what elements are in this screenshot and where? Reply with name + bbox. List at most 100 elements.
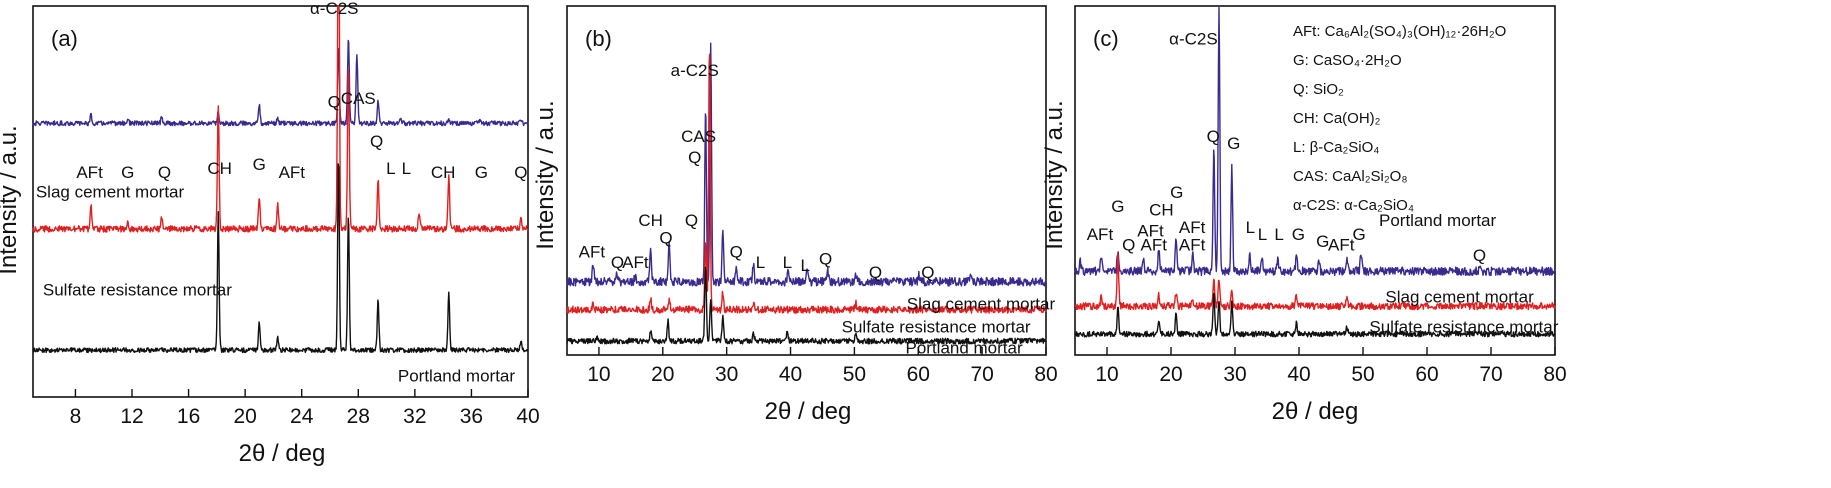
peak-label: α-C2S — [1169, 29, 1218, 48]
series-line-portland-mortar — [566, 266, 1047, 345]
peak-label: α-C2S — [310, 0, 359, 18]
peak-label: CH — [638, 211, 663, 230]
y-axis-title: Intensity / a.u. — [532, 100, 559, 249]
series-name-label: Portland mortar — [398, 366, 515, 385]
x-tick-label: 30 — [715, 363, 738, 386]
series-line-sulfate-resistance-mortar — [566, 53, 1047, 314]
x-axis-title: 2θ / deg — [765, 398, 852, 425]
peak-label: AFt — [1137, 221, 1164, 240]
peak-label: AFt — [622, 253, 649, 272]
series-line-slag-cement-mortar — [1074, 253, 1556, 311]
peak-label: L — [1246, 218, 1255, 237]
peak-label: Q — [1122, 235, 1135, 254]
peak-label: G — [475, 163, 488, 182]
series-line-portland-mortar — [32, 163, 529, 354]
peak-label: a-C2S — [671, 61, 719, 80]
peak-label: CH — [1149, 200, 1174, 219]
series-name-label: Portland mortar — [905, 338, 1022, 357]
peak-label: L — [1274, 225, 1283, 244]
legend-entry: AFt: Ca₆Al₂(SO₄)₃(OH)₁₂·26H₂O — [1293, 23, 1506, 40]
peak-label: G — [1353, 225, 1366, 244]
x-tick-label: 40 — [1287, 363, 1310, 386]
peak-label: G — [1316, 232, 1329, 251]
x-tick-label: 10 — [1095, 363, 1118, 386]
peak-label: Q — [370, 132, 383, 151]
peak-label: L — [386, 159, 395, 178]
panel-label: (c) — [1093, 26, 1119, 51]
x-tick-label: 28 — [347, 405, 370, 428]
x-tick-label: 10 — [587, 363, 610, 386]
x-tick-label: 60 — [1415, 363, 1438, 386]
y-axis-title: Intensity / a.u. — [1041, 100, 1068, 249]
y-axis-title: Intensity / a.u. — [0, 125, 22, 274]
series-name-label: Sulfate resistance mortar — [842, 318, 1031, 337]
peak-label: Q — [685, 211, 698, 230]
peak-label: Q — [328, 93, 341, 112]
legend-entry: Q: SiO₂ — [1293, 81, 1344, 98]
peak-label: AFt — [1087, 225, 1114, 244]
legend-entry: CH: Ca(OH)₂ — [1293, 110, 1381, 127]
peak-label: L — [756, 253, 765, 272]
x-tick-label: 30 — [1223, 363, 1246, 386]
plot-frame — [1074, 5, 1556, 356]
peak-label: Q — [730, 242, 743, 261]
x-axis-title: 2θ / deg — [1272, 398, 1359, 425]
peak-label: G — [1170, 183, 1183, 202]
peak-label: L — [1258, 225, 1267, 244]
x-tick-label: 8 — [70, 405, 82, 428]
x-tick-label: 40 — [779, 363, 802, 386]
peak-label: AFt — [76, 163, 103, 182]
peak-label: G — [1292, 225, 1305, 244]
x-tick-label: 20 — [651, 363, 674, 386]
peak-label: AFt — [279, 163, 306, 182]
x-tick-label: 50 — [1351, 363, 1374, 386]
series-line-sulfate-resistance-mortar — [32, 5, 529, 233]
plot-frame — [32, 5, 529, 398]
peak-label: Q — [659, 228, 672, 247]
series-name-label: Slag cement mortar — [1385, 288, 1534, 307]
x-tick-label: 80 — [1034, 363, 1057, 386]
x-tick-label: 60 — [907, 363, 930, 386]
x-tick-label: 20 — [233, 405, 256, 428]
peak-label: AFt — [1140, 235, 1167, 254]
phase-legend: AFt: Ca₆Al₂(SO₄)₃(OH)₁₂·26H₂O G: CaSO₄·2H… — [1293, 23, 1506, 214]
series-line-portland-mortar — [1074, 6, 1556, 277]
legend-entry: α-C2S: α-Ca₂SiO₄ — [1293, 197, 1414, 214]
x-axis-title: 2θ / deg — [239, 440, 326, 467]
peak-label: L — [783, 253, 792, 272]
legend-entry: G: CaSO₄·2H₂O — [1293, 52, 1402, 69]
series-name-label: Sulfate resistance mortar — [1369, 317, 1558, 336]
peak-label: CH — [207, 159, 232, 178]
x-tick-label: 32 — [403, 405, 426, 428]
series-name-label: Slag cement mortar — [36, 183, 185, 202]
legend-entry: CAS: CaAl₂Si₂O₈ — [1293, 168, 1408, 185]
x-tick-label: 36 — [460, 405, 483, 428]
peak-label: CAS — [341, 89, 376, 108]
series-name-label: Portland mortar — [1379, 211, 1496, 230]
peak-label: Q — [869, 263, 882, 282]
series-line-slag-cement-mortar — [566, 42, 1047, 287]
panel-a: 8 12 16 20 24 28 32 36 40 2θ / deg Intensity / a.u… — [0, 0, 540, 467]
peak-label: G — [253, 155, 266, 174]
legend-entry: L: β-Ca₂SiO₄ — [1293, 139, 1379, 156]
peak-label: CH — [431, 163, 456, 182]
peak-label: Q — [158, 163, 171, 182]
x-tick-label: 16 — [177, 405, 200, 428]
peak-label: L — [800, 256, 809, 275]
peak-label: G — [121, 163, 134, 182]
x-tick-label: 12 — [120, 405, 143, 428]
peak-label: Q — [688, 148, 701, 167]
series-name-label: Slag cement mortar — [907, 295, 1056, 314]
panel-label: (b) — [585, 26, 612, 51]
panel-b: 10 20 30 40 50 60 70 80 2θ / deg Intensity / a.u.… — [532, 5, 1058, 425]
panel-label: (a) — [51, 26, 78, 51]
peak-label: AFt — [1328, 235, 1355, 254]
peak-label: L — [402, 159, 411, 178]
x-tick-label: 24 — [290, 405, 314, 428]
series-name-label: Sulfate resistance mortar — [43, 280, 232, 299]
plot-frame — [566, 5, 1047, 356]
peak-label: G — [1227, 134, 1240, 153]
x-tick-label: 70 — [1479, 363, 1502, 386]
peak-label: Q — [1207, 127, 1220, 146]
